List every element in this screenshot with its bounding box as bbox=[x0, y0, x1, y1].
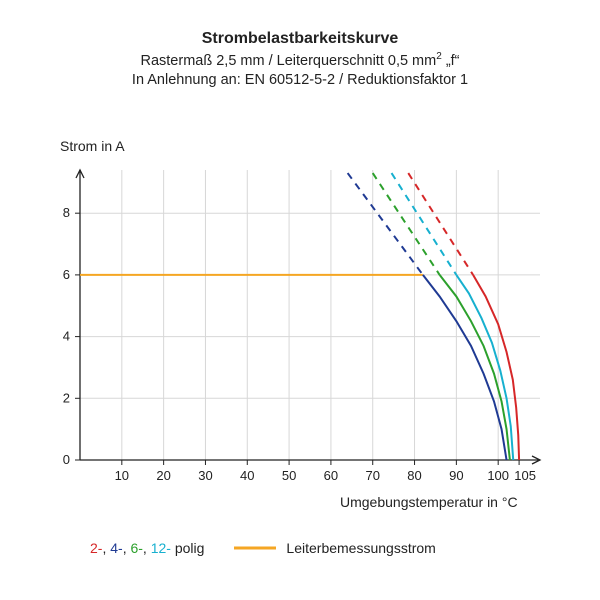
legend-poles: 2-, 4-, 6-, 12- polig bbox=[90, 540, 204, 556]
derating-chart: 0 2 4 6 8 10 20 30 40 50 60 70 80 90 100 105 bbox=[0, 0, 600, 600]
svg-text:100: 100 bbox=[487, 468, 509, 483]
svg-text:2: 2 bbox=[63, 390, 70, 405]
svg-text:105: 105 bbox=[514, 468, 536, 483]
svg-text:4: 4 bbox=[63, 329, 70, 344]
svg-text:0: 0 bbox=[63, 452, 70, 467]
legend-polig-suffix: polig bbox=[175, 540, 205, 556]
svg-text:70: 70 bbox=[365, 468, 379, 483]
svg-text:40: 40 bbox=[240, 468, 254, 483]
svg-text:30: 30 bbox=[198, 468, 212, 483]
legend-4-pole: 4- bbox=[110, 540, 122, 556]
legend-2-pole: 2- bbox=[90, 540, 102, 556]
legend-line-icon bbox=[234, 546, 276, 550]
svg-text:60: 60 bbox=[324, 468, 338, 483]
svg-text:20: 20 bbox=[156, 468, 170, 483]
legend-12-pole: 12- bbox=[151, 540, 171, 556]
svg-text:80: 80 bbox=[407, 468, 421, 483]
legend-6-pole: 6- bbox=[130, 540, 142, 556]
x-axis-label: Umgebungstemperatur in °C bbox=[340, 494, 518, 510]
legend-rated-current: Leiterbemessungsstrom bbox=[234, 540, 435, 556]
svg-text:8: 8 bbox=[63, 205, 70, 220]
svg-text:50: 50 bbox=[282, 468, 296, 483]
svg-text:10: 10 bbox=[115, 468, 129, 483]
svg-text:90: 90 bbox=[449, 468, 463, 483]
svg-text:6: 6 bbox=[63, 267, 70, 282]
chart-legend: 2-, 4-, 6-, 12- polig Leiterbemessungsst… bbox=[90, 540, 436, 556]
